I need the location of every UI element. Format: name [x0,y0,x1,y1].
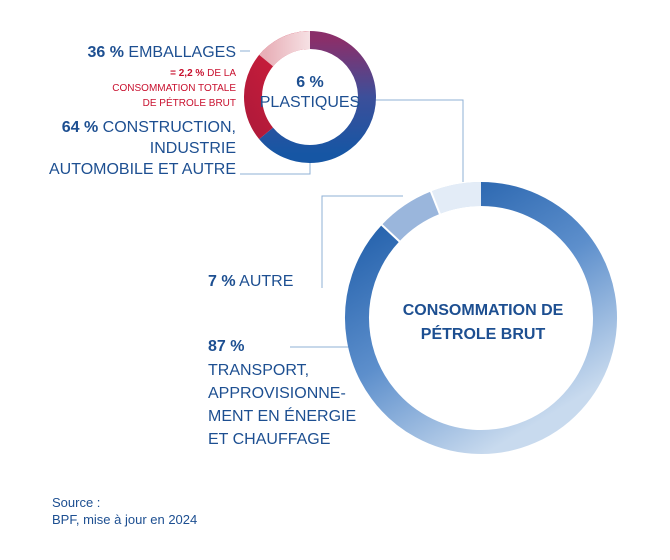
small-donut [244,31,376,163]
label-construction: 64 % CONSTRUCTION, INDUSTRIE AUTOMOBILE … [44,117,236,180]
small-donut-center-label: 6 % PLASTIQUES [258,73,362,113]
label-transport-percent: 87 % [208,338,245,355]
connector-lines [240,50,464,348]
connector-autre [321,195,403,288]
big-donut-slice-6-highlight [430,182,482,214]
connector-construction [240,160,311,175]
small-donut-fade [259,31,311,67]
source-line-2: BPF, mise à jour en 2024 [52,512,198,527]
note-percent: = 2,2 % [170,68,205,79]
connector-plastiques [352,99,464,182]
note-text: DE LA CONSOMMATION TOTALE DE PÉTROLE BRU… [112,68,236,109]
emballages-note: = 2,2 % DE LA CONSOMMATION TOTALE DE PÉT… [100,66,236,111]
construction-text: CONSTRUCTION, INDUSTRIE AUTOMOBILE ET AU… [48,119,236,178]
construction-percent: 64 % [61,119,99,136]
big-donut-slice-7-overlay [381,191,441,242]
plastiques-percent: 6 % [296,74,324,91]
small-donut-slice-1 [259,31,376,163]
autre-text: AUTRE [239,273,294,290]
big-donut-slice-1 [345,182,617,454]
emballages-percent: 36 % [87,44,124,61]
big-donut-gap-2 [429,190,442,216]
label-autre: 7 % AUTRE [208,271,318,292]
big-donut-gap-1 [380,223,401,243]
plastiques-text: PLASTIQUES [259,94,361,111]
big-donut [345,182,617,454]
label-transport-text: TRANSPORT, APPROVISIONNE-MENT EN ÉNERGIE… [208,362,357,448]
emballages-text: EMBALLAGES [128,44,236,61]
big-donut-center-label: CONSOMMATION DE PÉTROLE BRUT [402,302,564,343]
label-emballages: 36 % EMBALLAGES [60,42,236,63]
autre-percent: 7 % [208,273,236,290]
source-note: Source : BPF, mise à jour en 2024 [52,494,197,528]
source-line-1: Source : [52,495,101,510]
